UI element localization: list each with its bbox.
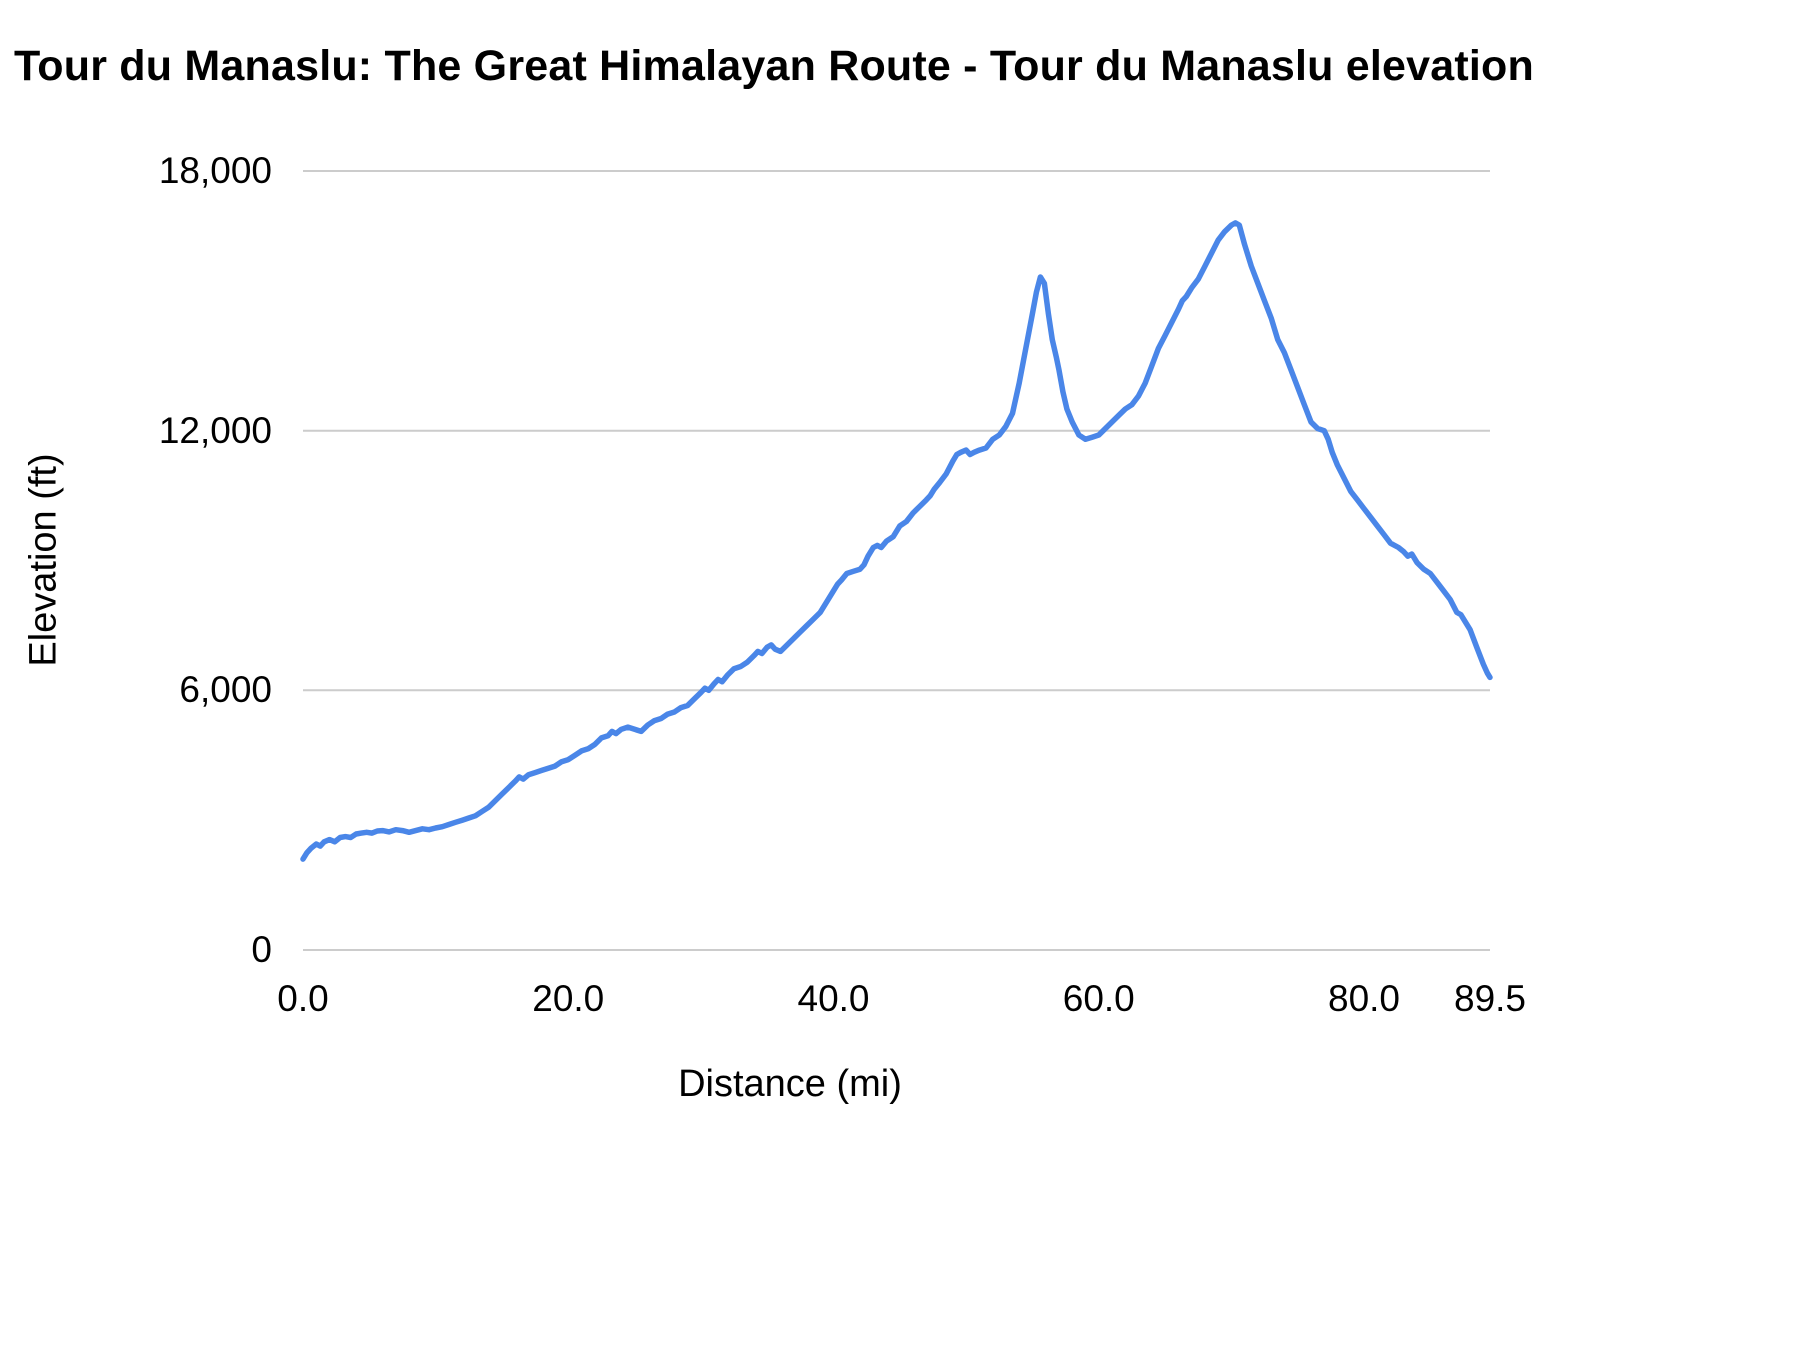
y-tick-label: 0 [251,929,272,970]
y-tick-label: 18,000 [158,150,272,191]
y-tick-label: 12,000 [158,409,272,451]
x-tick-label: 0.0 [277,978,329,1019]
x-tick-label: 20.0 [532,978,605,1019]
x-tick-label: 89.5 [1453,978,1527,1019]
x-axis-tick-labels: 0.0 20.0 40.0 60.0 80.0 89.5 [0,978,1800,1028]
x-axis-title: Distance (mi) [678,1063,902,1105]
y-axis-tick-labels: 0 6,000 12,000 18,000 [0,0,272,1350]
chart-title: Tour du Manaslu: The Great Himalayan Rou… [14,42,1534,90]
y-tick-label: 6,000 [179,669,272,711]
x-tick-label: 80.0 [1327,978,1401,1019]
x-tick-label: 40.0 [797,978,870,1019]
elevation-series-line [300,220,1493,862]
x-tick-label: 60.0 [1062,978,1135,1019]
